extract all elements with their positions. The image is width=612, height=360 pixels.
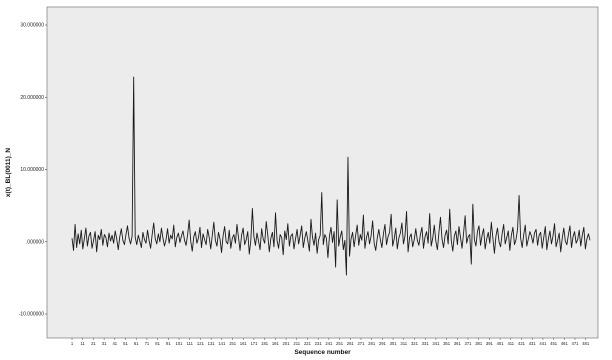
x-tick-label: 31 [102, 341, 107, 346]
x-tick-label: 361 [454, 341, 462, 346]
y-tick-label: 30.000000 [20, 23, 44, 29]
x-tick-label: 431 [529, 341, 537, 346]
x-tick-label: 321 [411, 341, 419, 346]
x-tick-label: 131 [208, 341, 216, 346]
x-tick-label: 331 [422, 341, 430, 346]
x-tick-label: 21 [91, 341, 96, 346]
x-tick-label: 371 [464, 341, 472, 346]
y-tick-label: 20.000000 [20, 95, 44, 101]
x-tick-label: 381 [475, 341, 483, 346]
x-axis: 1 11 21 31 41 51 61 71 81 91 101 111 121 131 141 151 161… [71, 338, 590, 346]
x-tick-label: 61 [134, 341, 139, 346]
x-tick-label: 411 [507, 341, 514, 346]
y-tick-label: 10.000000 [20, 167, 44, 173]
x-tick-label: 461 [561, 341, 569, 346]
y-axis-label: x(t)_BL(0011)_N [5, 148, 12, 197]
x-tick-label: 241 [325, 341, 333, 346]
x-tick-label: 271 [357, 341, 365, 346]
y-tick-label: .000000 [26, 239, 44, 245]
x-tick-label: 81 [155, 341, 160, 346]
x-tick-label: 421 [518, 341, 526, 346]
x-tick-label: 11 [81, 341, 86, 346]
x-tick-label: 201 [283, 341, 291, 346]
y-tick-label: -10.000000 [19, 312, 45, 318]
x-tick-label: 51 [123, 341, 128, 346]
x-tick-label: 291 [379, 341, 387, 346]
x-tick-label: 191 [272, 341, 280, 346]
x-tick-label: 281 [368, 341, 376, 346]
y-axis: 30.000000 20.000000 10.000000 .000000 -10.00… [19, 23, 47, 318]
x-tick-label: 211 [293, 341, 300, 346]
x-tick-label: 1 [71, 341, 74, 346]
x-tick-label: 121 [197, 341, 205, 346]
x-tick-label: 451 [550, 341, 558, 346]
x-tick-label: 311 [400, 341, 407, 346]
x-tick-label: 151 [229, 341, 237, 346]
x-tick-label: 301 [390, 341, 398, 346]
x-tick-label: 471 [572, 341, 580, 346]
x-tick-label: 401 [497, 341, 505, 346]
x-tick-label: 341 [432, 341, 440, 346]
x-tick-label: 231 [315, 341, 323, 346]
x-tick-label: 221 [304, 341, 312, 346]
series-line [71, 76, 591, 276]
x-tick-label: 171 [250, 341, 258, 346]
x-tick-label: 91 [166, 341, 171, 346]
x-tick-label: 111 [187, 341, 194, 346]
x-tick-label: 181 [261, 341, 269, 346]
x-tick-label: 351 [443, 341, 451, 346]
x-tick-label: 391 [486, 341, 494, 346]
x-tick-label: 161 [240, 341, 248, 346]
x-tick-label: 41 [112, 341, 117, 346]
x-tick-label: 141 [218, 341, 226, 346]
x-tick-label: 261 [347, 341, 355, 346]
x-tick-label: 441 [539, 341, 547, 346]
x-axis-label: Sequence number [294, 349, 351, 356]
x-tick-label: 251 [336, 341, 344, 346]
x-tick-label: 101 [176, 341, 184, 346]
x-tick-label: 71 [145, 341, 150, 346]
plot-area [46, 6, 599, 339]
x-tick-label: 481 [582, 341, 590, 346]
